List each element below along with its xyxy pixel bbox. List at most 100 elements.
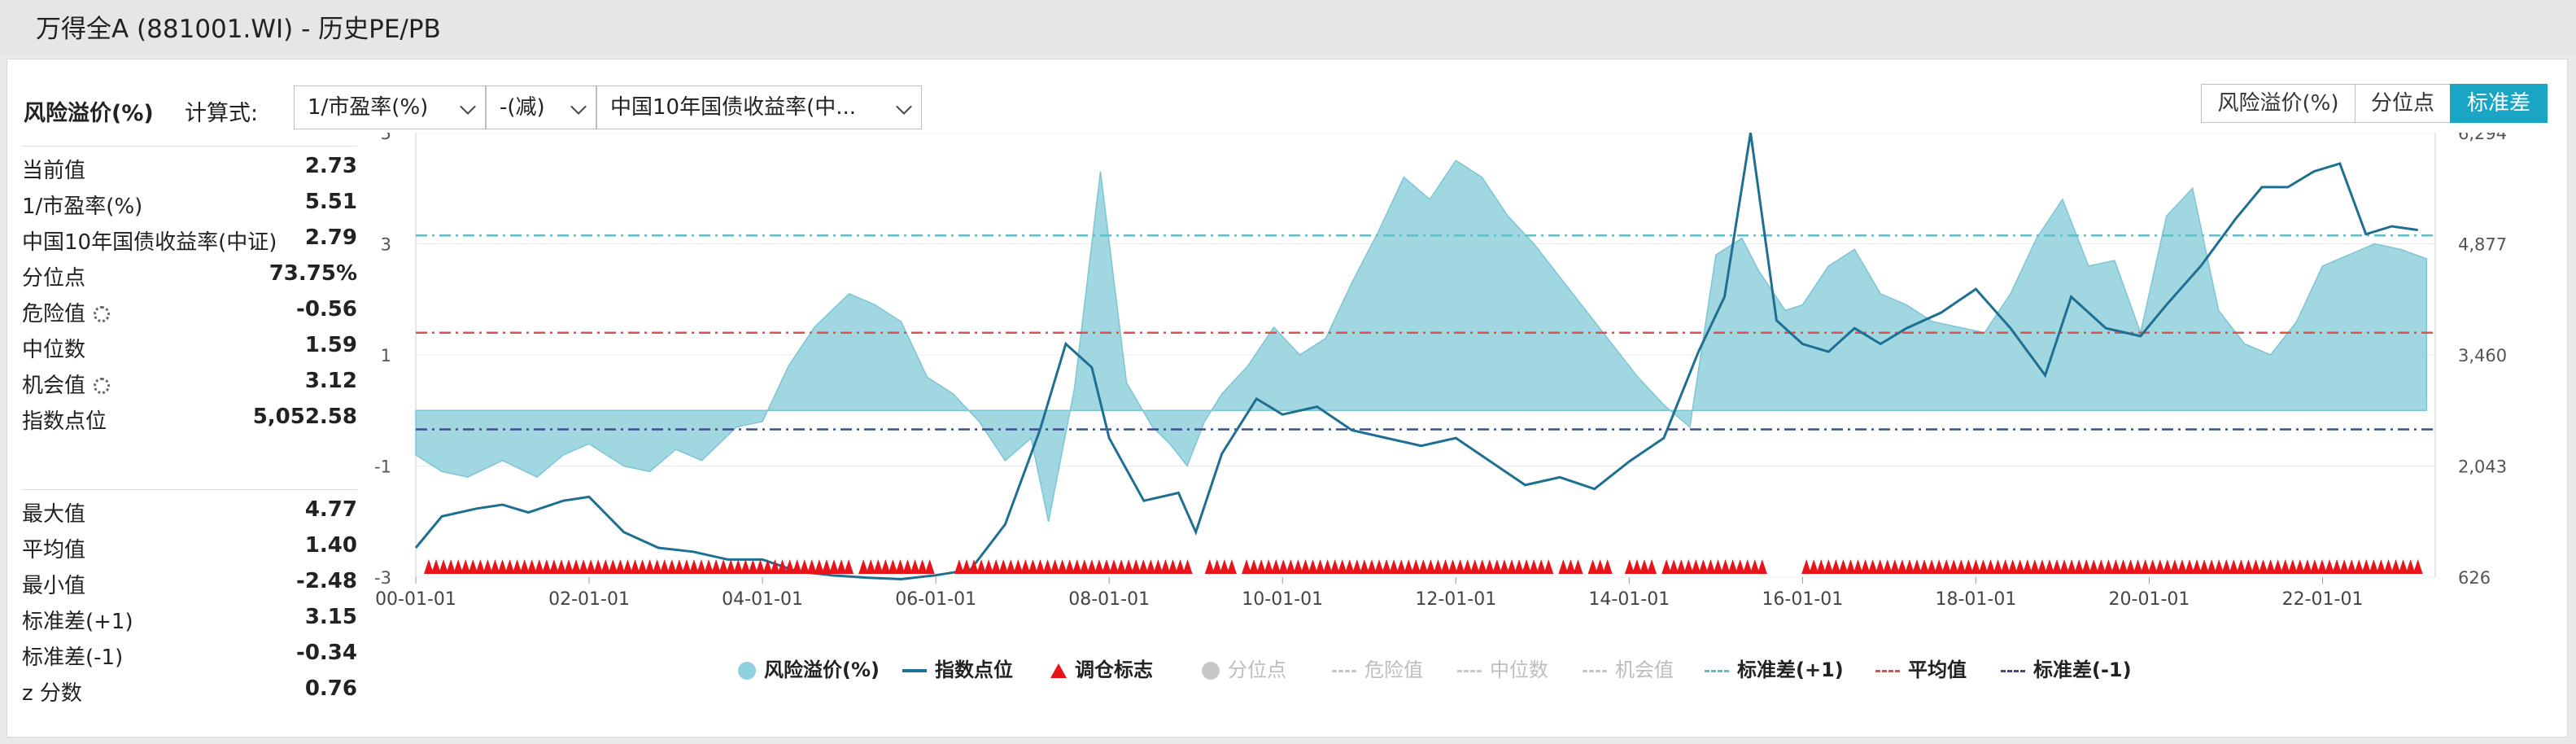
legend-item[interactable]: 指数点位 (902, 652, 1013, 688)
stats-current: 当前值 2.73 1/市盈率(%) 5.51 中国10年国债收益率(中证) 2.79 分位点… (22, 149, 357, 435)
rebalance-marker (1079, 559, 1089, 574)
operator-dropdown[interactable]: -(减) (486, 85, 596, 129)
rebalance-marker (1735, 559, 1745, 574)
rebalance-marker (1889, 559, 1900, 574)
rebalance-marker (2015, 559, 2025, 574)
rebalance-marker (1529, 559, 1539, 574)
rebalance-marker (548, 559, 559, 574)
rebalance-marker (2140, 559, 2150, 574)
divider (22, 489, 357, 490)
legend-item[interactable]: 调仓标志 (1050, 652, 1153, 688)
legend-item[interactable]: 分位点 (1202, 652, 1286, 688)
x-tick-label: 10-01-01 (1242, 589, 1323, 610)
rebalance-marker (2287, 559, 2298, 574)
rebalance-marker (1300, 559, 1311, 574)
rebalance-marker (984, 559, 994, 574)
rebalance-marker (1168, 559, 1178, 574)
rebalance-marker (1433, 559, 1443, 574)
stat-label: 中位数 (22, 338, 86, 362)
numerator-dropdown[interactable]: 1/市盈率(%) (294, 85, 486, 129)
denominator-dropdown[interactable]: 中国10年国债收益率(中... (596, 85, 922, 129)
stat-row: 危险值 -0.56 (22, 292, 357, 328)
rebalance-marker (2361, 559, 2372, 574)
rebalance-marker (2177, 559, 2187, 574)
rebalance-marker (1631, 559, 1642, 574)
stat-label: 最小值 (22, 574, 86, 598)
rebalance-marker (1720, 559, 1731, 574)
tab-std-dev[interactable]: 标准差 (2450, 84, 2548, 123)
rebalance-marker (2044, 559, 2054, 574)
rebalance-marker (902, 559, 913, 574)
rebalance-marker (1351, 559, 1362, 574)
tab-risk-premium[interactable]: 风险溢价(%) (2201, 84, 2356, 123)
rebalance-marker (652, 559, 662, 574)
stat-label: 指数点位 (22, 409, 107, 434)
rebalance-marker (2111, 559, 2121, 574)
rebalance-marker (2118, 559, 2128, 574)
stat-value: 1.59 (304, 333, 357, 357)
tab-percentile[interactable]: 分位点 (2355, 84, 2451, 123)
stat-label: 机会值 (22, 369, 111, 399)
rebalance-marker (1956, 559, 1967, 574)
rebalance-marker (954, 559, 964, 574)
rebalance-marker (439, 559, 449, 574)
legend-item[interactable]: 风险溢价(%) (738, 652, 880, 688)
rebalance-marker (1315, 559, 1325, 574)
divider (22, 146, 357, 147)
rebalance-marker (784, 559, 795, 574)
legend-item[interactable]: 平均值 (1875, 652, 1967, 688)
rebalance-marker (1904, 559, 1915, 574)
rebalance-marker (637, 559, 648, 574)
rebalance-marker (1035, 559, 1046, 574)
rebalance-marker (976, 559, 987, 574)
gear-icon[interactable] (94, 378, 111, 394)
rebalance-marker (718, 559, 729, 574)
stat-row: 1/市盈率(%) 5.51 (22, 185, 357, 221)
denominator-dropdown-value: 中国10年国债收益率(中... (610, 95, 857, 120)
title-bar: 万得全A (881001.WI) - 历史PE/PB (0, 0, 2576, 55)
risk-premium-chart[interactable]: -3 -1 1 3 5 626 2,043 3,460 4,877 6,294 00-01-01 02… (349, 133, 2562, 646)
legend-label: 标准差(+1) (1737, 659, 1844, 681)
rebalance-marker (1971, 559, 1981, 574)
rebalance-marker (600, 559, 611, 574)
rebalance-marker (2067, 559, 2077, 574)
stat-row: 标准差(-1) -0.34 (22, 636, 357, 672)
stat-label: 中国10年国债收益率(中证) (22, 230, 277, 255)
rebalance-marker (1860, 559, 1871, 574)
rebalance-marker (1985, 559, 1996, 574)
rebalance-marker (564, 559, 574, 574)
rebalance-marker (475, 559, 486, 574)
rebalance-marker (836, 559, 847, 574)
rebalance-marker (1882, 559, 1893, 574)
rebalance-marker (2169, 559, 2180, 574)
window-title: 万得全A (881001.WI) - 历史PE/PB (36, 15, 441, 44)
gear-icon[interactable] (94, 306, 111, 322)
legend-dot-icon (1202, 662, 1220, 680)
rebalance-marker (1934, 559, 1945, 574)
rebalance-marker (2354, 559, 2364, 574)
rebalance-marker (2103, 559, 2114, 574)
rebalance-marker (696, 559, 706, 574)
legend-item[interactable]: 机会值 (1583, 652, 1674, 688)
rebalance-marker (608, 559, 618, 574)
formula-label: 计算式: (185, 101, 259, 126)
x-tick-label: 16-01-01 (1762, 589, 1843, 610)
legend-item[interactable]: 标准差(+1) (1705, 652, 1844, 688)
rebalance-marker (910, 559, 920, 574)
legend-item[interactable]: 危险值 (1332, 652, 1423, 688)
rebalance-marker (1411, 559, 1421, 574)
legend-item[interactable]: 标准差(-1) (2001, 652, 2132, 688)
rebalance-marker (1949, 559, 1959, 574)
rebalance-marker (1308, 559, 1318, 574)
rebalance-marker (1337, 559, 1347, 574)
rebalance-marker (880, 559, 891, 574)
stats-summary: 最大值 4.77 平均值 1.40 最小值 -2.48 标准差(+1) 3.15 标准差(-1)… (22, 492, 357, 707)
rebalance-marker (1993, 559, 2003, 574)
stat-label: 分位点 (22, 266, 86, 291)
legend-item[interactable]: 中位数 (1457, 652, 1548, 688)
stat-value: 2.79 (304, 225, 357, 250)
stat-label: 危险值 (22, 297, 111, 327)
rebalance-marker (1691, 559, 1701, 574)
rebalance-marker (586, 559, 596, 574)
rebalance-marker (1587, 559, 1598, 574)
